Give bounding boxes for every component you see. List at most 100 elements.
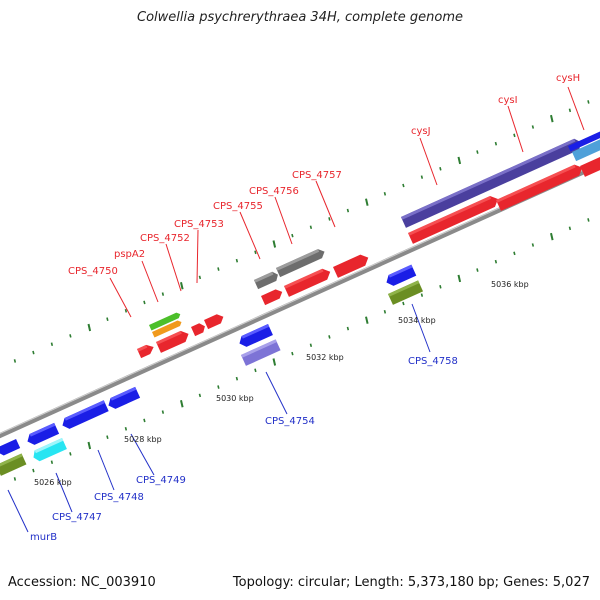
tick-mark — [198, 275, 202, 280]
tick-mark — [346, 208, 350, 213]
scale-label-5030: 5030 kbp — [216, 394, 254, 403]
tick-mark — [365, 316, 369, 324]
gene-cysh-blue[interactable] — [572, 135, 600, 162]
tick-mark — [143, 300, 146, 305]
label-cps4754[interactable]: CPS_4754 — [265, 416, 315, 427]
label-cysh[interactable]: cysH — [556, 73, 580, 84]
tick-mark — [50, 460, 54, 465]
tick-mark — [439, 166, 442, 171]
gene-cps4756-grey[interactable] — [276, 247, 327, 278]
gene-cps4747-cyan[interactable] — [31, 438, 67, 463]
tick-mark — [402, 301, 405, 306]
tick-mark — [291, 233, 294, 238]
tick-mark — [568, 108, 572, 113]
gene-cps4755-red[interactable] — [261, 287, 284, 306]
tick-mark — [365, 198, 369, 206]
tick-mark — [50, 342, 54, 347]
tick-mark — [476, 268, 479, 272]
label-cps4749[interactable]: CPS_4749 — [136, 475, 186, 486]
gene-cps4753b[interactable] — [204, 312, 225, 330]
tick-mark — [402, 183, 405, 188]
tick-mark — [568, 226, 572, 231]
label-murb[interactable]: murB — [30, 532, 57, 543]
gene-pspa2[interactable] — [156, 328, 191, 353]
tick-mark — [13, 477, 17, 481]
tick-mark — [217, 385, 220, 389]
gene-cysj-purple[interactable] — [401, 137, 584, 228]
gene-cysh-red[interactable] — [580, 147, 600, 177]
label-cps4758[interactable]: CPS_4758 — [408, 356, 458, 367]
scale-label-5036: 5036 kbp — [491, 280, 529, 289]
gene-cps4750[interactable] — [137, 342, 156, 359]
gene-cps4754-blue[interactable] — [237, 324, 273, 349]
tick-mark — [494, 259, 498, 264]
label-cps4757[interactable]: CPS_4757 — [292, 170, 342, 181]
label-cps4753[interactable]: CPS_4753 — [174, 219, 224, 230]
label-cysj[interactable]: cysJ — [411, 126, 431, 137]
tick-mark — [124, 309, 128, 313]
genome-title: Colwellia psychrerythraea 34H, complete … — [137, 10, 463, 25]
forward-genes — [137, 129, 600, 359]
tick-mark — [87, 441, 92, 450]
tick-mark — [106, 435, 109, 439]
gene-cps4747[interactable] — [25, 422, 60, 447]
label-cps4748[interactable]: CPS_4748 — [94, 492, 144, 503]
scale-label-5032: 5032 kbp — [306, 353, 344, 362]
gene-cysj-red[interactable] — [408, 193, 500, 244]
genome-summary-text: Topology: circular; Length: 5,373,180 bp… — [232, 575, 590, 590]
tick-mark — [309, 225, 313, 230]
accession-text: Accession: NC_003910 — [8, 575, 156, 590]
tick-mark — [550, 114, 554, 123]
gene-cps4753[interactable] — [191, 322, 207, 337]
gene-cps4748[interactable] — [60, 400, 109, 431]
gene-cps4749[interactable] — [106, 386, 141, 411]
tick-mark — [180, 282, 184, 290]
scale-label-5026: 5026 kbp — [34, 478, 72, 487]
gene-cps4752-green[interactable] — [149, 311, 182, 331]
tick-mark — [235, 258, 239, 263]
tick-mark — [587, 218, 590, 222]
gene-cysi-red[interactable] — [496, 162, 585, 211]
tick-mark — [180, 400, 184, 408]
tick-mark — [198, 393, 202, 398]
tick-mark — [69, 334, 72, 338]
label-cysi[interactable]: cysI — [498, 95, 518, 106]
tick-mark — [254, 368, 257, 373]
gene-cps4755-grey[interactable] — [254, 270, 280, 290]
gene-cps4754-lavender[interactable] — [241, 339, 281, 366]
scale-label-5034: 5034 kbp — [398, 316, 436, 325]
tick-mark — [69, 452, 72, 456]
gene-cps4758-green[interactable] — [388, 280, 424, 305]
tick-mark — [106, 317, 109, 321]
gene-cps4756-red[interactable] — [284, 266, 333, 297]
label-cps4750[interactable]: CPS_4750 — [68, 266, 118, 277]
tick-mark — [124, 427, 128, 431]
label-cps4755[interactable]: CPS_4755 — [213, 201, 263, 212]
tick-mark — [13, 359, 17, 363]
gene-murb-green[interactable] — [0, 453, 27, 476]
tick-mark — [420, 175, 424, 179]
tick-mark — [457, 156, 462, 165]
top-leader-lines — [109, 86, 585, 318]
tick-mark — [531, 243, 535, 247]
label-cps4752[interactable]: CPS_4752 — [140, 233, 190, 244]
tick-mark — [161, 410, 165, 414]
tick-mark — [420, 293, 424, 297]
label-cps4747[interactable]: CPS_4747 — [52, 512, 102, 523]
tick-mark — [457, 274, 462, 283]
tick-mark — [531, 125, 535, 129]
tick-mark — [494, 141, 498, 146]
label-cps4756[interactable]: CPS_4756 — [249, 186, 299, 197]
label-pspa2[interactable]: pspA2 — [114, 249, 145, 260]
gene-cps4757[interactable] — [333, 252, 371, 278]
tick-mark — [328, 335, 331, 339]
gene-murb-blue[interactable] — [0, 438, 21, 457]
gene-cps4758-blue[interactable] — [384, 264, 417, 288]
gene-cps4752-orange[interactable] — [152, 319, 183, 338]
tick-mark — [272, 358, 277, 366]
gene-cysh-blue2[interactable] — [568, 129, 600, 152]
tick-mark — [143, 418, 146, 423]
tick-mark — [309, 343, 313, 348]
tick-mark — [513, 133, 516, 138]
